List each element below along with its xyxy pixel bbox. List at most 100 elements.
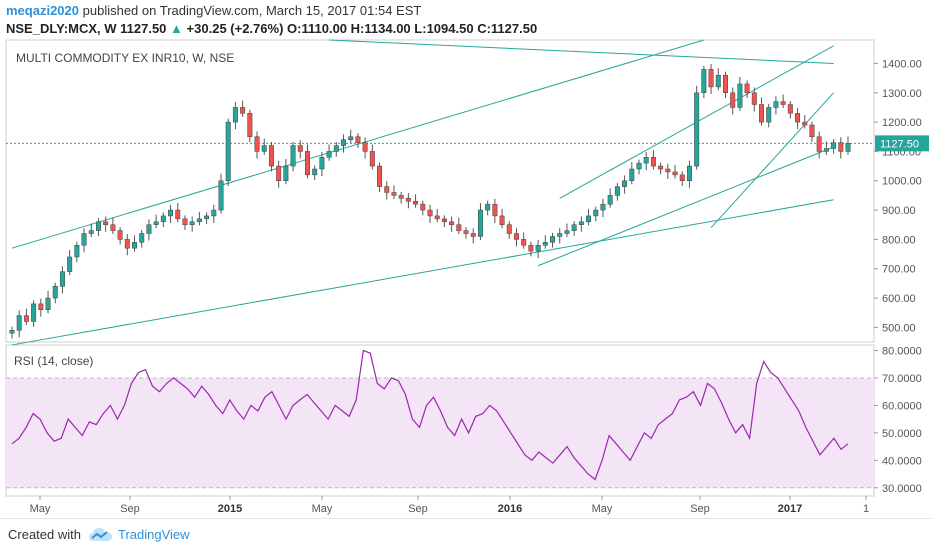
time-tick-label: May xyxy=(30,503,51,515)
candle-body xyxy=(362,142,368,152)
candle-body xyxy=(59,271,65,287)
candle-body xyxy=(384,186,390,193)
trendline xyxy=(329,39,834,64)
price-tick-label: 1300.00 xyxy=(882,88,922,100)
price-tick-label: 1400.00 xyxy=(882,58,922,70)
candle-body xyxy=(377,165,383,187)
candle-body xyxy=(802,121,808,126)
candle-body xyxy=(542,242,548,246)
high-label: H: xyxy=(350,21,365,36)
candle-body xyxy=(95,221,101,231)
chart-header: meqazi2020 published on TradingView.com,… xyxy=(0,0,932,38)
last-price-tag xyxy=(875,135,929,152)
candle-body xyxy=(607,195,613,205)
author-link[interactable]: meqazi2020 xyxy=(6,3,79,18)
candle-body xyxy=(420,203,426,211)
rsi-band-layer xyxy=(6,377,874,489)
time-tick-label: May xyxy=(312,503,333,515)
candle-body xyxy=(650,157,656,167)
candle-body xyxy=(578,221,584,225)
candle-body xyxy=(643,157,649,164)
candle-body xyxy=(276,165,282,181)
candle-body xyxy=(564,230,570,234)
candle-body xyxy=(629,168,635,181)
rsi-tick-label: 70.0000 xyxy=(882,373,922,385)
candle-body xyxy=(232,107,238,123)
candle-body xyxy=(593,209,599,217)
candle-body xyxy=(413,201,419,205)
candle-body xyxy=(434,215,440,220)
footer: Created with TradingView xyxy=(0,518,932,551)
candle-body xyxy=(506,224,512,234)
last-price: 1127.50 xyxy=(120,21,167,36)
candle-body xyxy=(672,171,678,176)
candle-body xyxy=(110,224,116,231)
candle-body xyxy=(622,180,628,187)
candle-body xyxy=(737,83,743,108)
created-with-label: Created with xyxy=(8,527,81,542)
last-price-tag-label: 1127.50 xyxy=(880,138,919,150)
candle-body xyxy=(766,107,772,123)
candle-body xyxy=(456,224,462,231)
candle-body xyxy=(319,157,325,170)
candle-body xyxy=(283,165,289,181)
price-tick-label: 900.00 xyxy=(882,205,916,217)
chart-area[interactable]: 500.00600.00700.00800.00900.001000.00110… xyxy=(0,38,932,518)
candle-body xyxy=(9,330,15,334)
candle-body xyxy=(550,236,556,243)
candle-body xyxy=(31,303,37,322)
candle-body xyxy=(730,92,736,108)
candle-body xyxy=(715,74,721,88)
candle-body xyxy=(67,256,73,272)
up-arrow-icon: ▲ xyxy=(170,21,183,36)
price-tick-label: 500.00 xyxy=(882,322,916,334)
candle-body xyxy=(168,209,174,217)
axes-layer: 500.00600.00700.00800.00900.001000.00110… xyxy=(30,58,929,515)
rsi-tick-label: 60.0000 xyxy=(882,400,922,412)
rsi-layer xyxy=(11,349,849,481)
candle-body xyxy=(391,192,397,196)
candle-body xyxy=(160,215,166,223)
rsi-tick-label: 30.0000 xyxy=(882,483,922,495)
candle-body xyxy=(751,92,757,105)
rsi-line xyxy=(11,349,849,481)
candle-body xyxy=(477,209,483,237)
candle-body xyxy=(247,113,253,138)
candle-body xyxy=(759,104,765,123)
trendline xyxy=(11,199,834,346)
symbol-label: NSE_DLY:MCX, W xyxy=(6,21,117,36)
candle-body xyxy=(297,145,303,152)
candle-body xyxy=(290,145,296,167)
candle-body xyxy=(665,168,671,173)
candle-body xyxy=(823,148,829,152)
candle-body xyxy=(124,239,130,249)
candle-body xyxy=(304,151,310,176)
candle-body xyxy=(787,104,793,114)
change-value: +30.25 (+2.76%) xyxy=(186,21,284,36)
candle-body xyxy=(449,221,455,225)
tradingview-cloud-icon[interactable] xyxy=(88,526,114,544)
candle-body xyxy=(780,101,786,105)
tradingview-brand[interactable]: TradingView xyxy=(118,527,190,542)
candle-body xyxy=(470,233,476,237)
rsi-tick-label: 50.0000 xyxy=(882,428,922,440)
low-label: L: xyxy=(414,21,427,36)
published-text: published on TradingView.com, March 15, … xyxy=(82,3,422,18)
trendline xyxy=(537,146,834,267)
candle-body xyxy=(614,186,620,196)
candle-body xyxy=(182,218,188,225)
candle-body xyxy=(636,162,642,170)
rsi-tick-label: 40.0000 xyxy=(882,455,922,467)
chart-title: MULTI COMMODITY EX INR10, W, NSE xyxy=(16,51,234,65)
candle-body xyxy=(240,107,246,114)
time-tick-label: Sep xyxy=(690,503,710,515)
candle-body xyxy=(23,315,29,322)
trendline xyxy=(710,92,834,228)
candle-body xyxy=(658,165,664,170)
candle-body xyxy=(45,297,51,310)
price-tick-label: 1000.00 xyxy=(882,176,922,188)
time-tick-label: 2017 xyxy=(778,503,802,515)
candle-body xyxy=(492,203,498,217)
main-pane xyxy=(5,39,875,343)
time-tick-label: 2015 xyxy=(218,503,242,515)
